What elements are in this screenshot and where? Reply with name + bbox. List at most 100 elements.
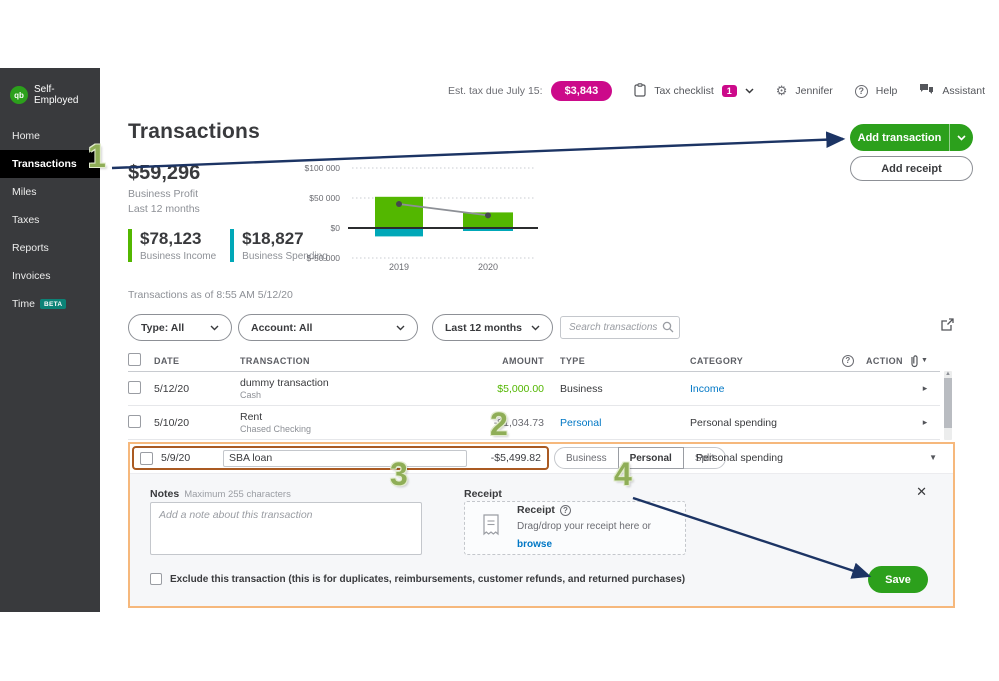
help-icon[interactable]: ? xyxy=(854,84,868,98)
tax-checklist-label[interactable]: Tax checklist xyxy=(654,85,714,97)
tax-checklist-icon xyxy=(634,82,646,100)
column-help-icon[interactable]: ? xyxy=(842,354,854,367)
profit-value: $59,296 xyxy=(128,162,201,184)
row-type: Business xyxy=(560,382,603,395)
editor-category[interactable]: Personal spending xyxy=(696,452,783,464)
add-receipt-button[interactable]: Add receipt xyxy=(850,156,973,181)
qb-logo-icon: qb xyxy=(10,86,28,104)
row-amount: -$1,034.73 xyxy=(493,416,544,429)
period-filter[interactable]: Last 12 months xyxy=(432,314,553,341)
tax-checklist-chevron-icon[interactable] xyxy=(745,85,754,97)
search-icon xyxy=(662,321,674,333)
row-date: 5/10/20 xyxy=(154,416,190,429)
transaction-row-2[interactable]: 5/10/20 Rent Chased Checking -$1,034.73 … xyxy=(128,406,940,440)
table-header: DATE TRANSACTION AMOUNT TYPE CATEGORY ? … xyxy=(128,350,940,372)
close-icon[interactable]: ✕ xyxy=(916,484,927,499)
chevron-down-icon xyxy=(957,134,966,141)
type-filter[interactable]: Type: All xyxy=(128,314,232,341)
sidebar-item-reports[interactable]: Reports xyxy=(12,242,49,254)
assistant-icon[interactable] xyxy=(919,83,934,99)
sidebar-item-taxes[interactable]: Taxes xyxy=(12,214,40,226)
sidebar: qb Self-Employed Home Transactions Miles… xyxy=(0,68,100,612)
segment-business[interactable]: Business xyxy=(554,447,619,469)
search-input[interactable] xyxy=(560,316,680,339)
row-expand-icon[interactable]: ▸ xyxy=(922,417,928,427)
svg-text:2019: 2019 xyxy=(389,262,409,272)
select-all-checkbox[interactable] xyxy=(128,353,141,366)
business-spending-stat: $18,827 Business Spending xyxy=(230,229,328,262)
user-name[interactable]: Jennifer xyxy=(795,85,833,97)
svg-text:$0: $0 xyxy=(331,223,341,233)
sidebar-item-transactions[interactable]: Transactions xyxy=(0,150,100,178)
receipt-dropzone[interactable]: Receipt? Drag/drop your receipt here or … xyxy=(464,501,686,555)
sidebar-item-invoices[interactable]: Invoices xyxy=(12,270,51,282)
save-button[interactable]: Save xyxy=(868,566,928,593)
row-category: Personal spending xyxy=(690,416,777,429)
svg-text:$50 000: $50 000 xyxy=(309,193,340,203)
editor-date[interactable]: 5/9/20 xyxy=(161,452,191,464)
beta-badge: BETA xyxy=(39,299,67,309)
tax-checklist-badge: 1 xyxy=(721,85,737,97)
svg-text:2020: 2020 xyxy=(478,262,498,272)
segment-personal[interactable]: Personal xyxy=(617,447,684,469)
topbar: Est. tax due July 15: $3,843 Tax checkli… xyxy=(448,80,985,102)
browse-link[interactable]: browse xyxy=(517,539,553,550)
editor-fields: 5/9/20 -$5,499.82 xyxy=(132,446,549,470)
scroll-up-icon[interactable]: ▲ xyxy=(945,371,951,377)
profit-chart: $100 000 $50 000 $0 $-50 000 2019 2020 xyxy=(305,163,538,272)
row-type-link[interactable]: Personal xyxy=(560,416,602,429)
col-category: CATEGORY xyxy=(690,355,744,366)
chevron-down-icon xyxy=(396,325,405,330)
exclude-row: Exclude this transaction (this is for du… xyxy=(150,573,685,585)
row-expand-icon[interactable]: ▸ xyxy=(922,383,928,393)
row-checkbox[interactable] xyxy=(128,414,141,428)
business-profit-stat: $59,296 Business Profit Last 12 months xyxy=(128,162,200,215)
add-transaction-button[interactable]: Add transaction xyxy=(850,124,973,151)
business-income-stat: $78,123 Business Income xyxy=(128,229,216,262)
notes-label: Notes Maximum 255 characters xyxy=(150,488,291,500)
chevron-down-icon xyxy=(531,325,540,330)
editor-amount[interactable]: -$5,499.82 xyxy=(490,452,541,464)
table-scrollbar[interactable]: ▲ xyxy=(944,371,952,440)
add-transaction-dropdown[interactable] xyxy=(949,124,973,151)
col-action: ACTION xyxy=(866,355,903,366)
assistant-label[interactable]: Assistant xyxy=(942,85,985,97)
income-spending-stats: $78,123 Business Income $18,827 Business… xyxy=(128,229,328,262)
sidebar-item-miles[interactable]: Miles xyxy=(12,186,37,198)
collapse-row-icon[interactable]: ▼ xyxy=(929,453,937,462)
exclude-checkbox[interactable] xyxy=(150,573,162,585)
editor-row: 5/9/20 -$5,499.82 Business Personal Spli… xyxy=(130,444,953,474)
receipt-dropzone-text: Receipt? Drag/drop your receipt here or … xyxy=(517,504,651,550)
row-name: dummy transaction xyxy=(240,377,329,389)
col-amount: AMOUNT xyxy=(502,355,544,366)
row-amount: $5,000.00 xyxy=(497,382,544,395)
gear-icon[interactable]: ⚙ xyxy=(775,83,788,98)
export-icon[interactable] xyxy=(940,317,955,337)
row-account: Cash xyxy=(240,390,262,400)
col-transaction: TRANSACTION xyxy=(240,355,310,366)
profit-period: Last 12 months xyxy=(128,203,200,215)
help-label[interactable]: Help xyxy=(875,85,898,97)
page-title: Transactions xyxy=(128,120,260,143)
receipt-icon xyxy=(481,513,501,543)
sidebar-item-time[interactable]: Time BETA xyxy=(0,290,100,318)
sidebar-item-home[interactable]: Home xyxy=(12,130,41,142)
notes-textarea[interactable] xyxy=(150,502,422,555)
account-filter[interactable]: Account: All xyxy=(238,314,418,341)
est-tax-label: Est. tax due July 15: xyxy=(448,85,543,97)
est-tax-amount-pill[interactable]: $3,843 xyxy=(550,81,613,101)
profit-label: Business Profit xyxy=(128,188,199,200)
transaction-name-input[interactable] xyxy=(223,449,467,467)
row-checkbox[interactable] xyxy=(128,380,141,394)
scrollbar-thumb[interactable] xyxy=(944,378,952,428)
paperclip-icon xyxy=(911,354,918,367)
transaction-row-1[interactable]: 5/12/20 dummy transaction Cash $5,000.00… xyxy=(128,372,940,406)
attachment-filter[interactable]: ▼ xyxy=(910,354,940,368)
row-account: Chased Checking xyxy=(240,424,312,434)
editor-checkbox[interactable] xyxy=(140,451,153,465)
receipt-help-icon[interactable]: ? xyxy=(559,504,571,516)
row-category-link[interactable]: Income xyxy=(690,382,725,395)
exclude-label: Exclude this transaction (this is for du… xyxy=(170,573,686,585)
svg-text:$100 000: $100 000 xyxy=(305,163,341,173)
